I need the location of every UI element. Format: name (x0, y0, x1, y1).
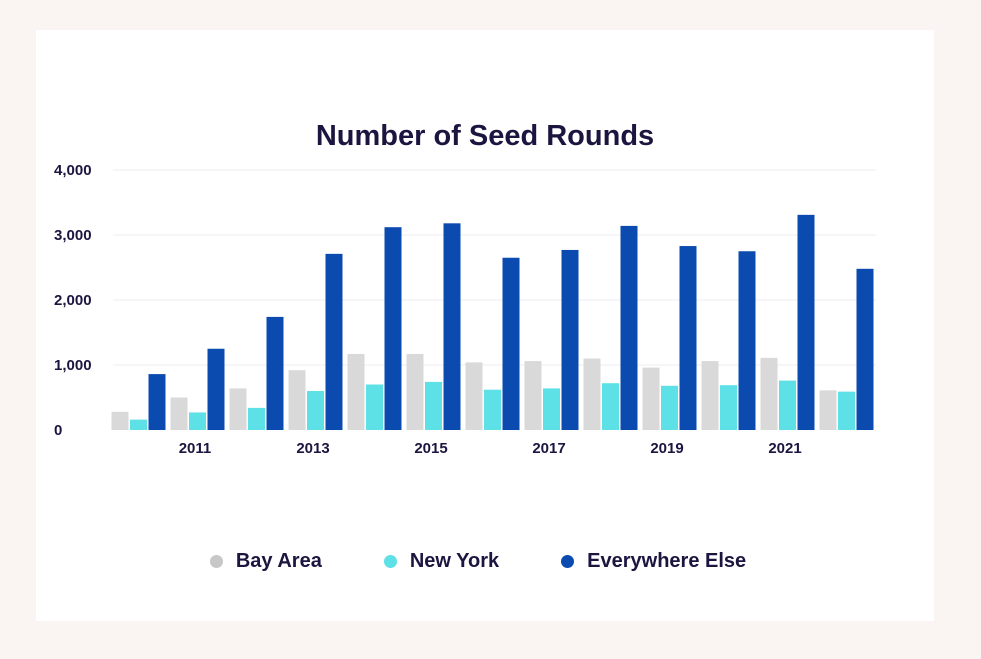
bar (148, 374, 166, 430)
legend-swatch-new-york (383, 555, 397, 568)
bar (325, 253, 343, 430)
y-tick-label: 4,000 (54, 162, 92, 179)
y-tick-label: 1,000 (54, 357, 92, 374)
bar (384, 227, 402, 430)
legend-swatch-bay-area (209, 555, 223, 568)
bar (620, 225, 638, 430)
chart-card: Number of Seed Rounds 0 1,000 2,000 3,000 4,… (36, 30, 934, 621)
x-tick-label: 2019 (650, 440, 683, 457)
legend-label-everywhere-else: Everywhere Else (587, 550, 747, 572)
legend-item-bay-area: Bay Area (209, 550, 322, 573)
bar (661, 385, 678, 430)
bar (856, 268, 874, 430)
bar (561, 249, 579, 430)
bar (543, 388, 560, 430)
bar (425, 381, 442, 430)
bar (266, 316, 284, 430)
bar (229, 388, 247, 430)
legend-swatch-everywhere-else (561, 555, 575, 568)
bar (207, 348, 225, 430)
legend-item-new-york: New York (383, 550, 500, 573)
legend-label-new-york: New York (409, 550, 500, 572)
bar (347, 353, 365, 430)
bar (443, 223, 461, 430)
bar (602, 383, 619, 430)
bar (760, 357, 778, 430)
bar (484, 389, 501, 430)
bar (720, 385, 737, 430)
x-tick-label: 2011 (179, 440, 212, 457)
bar (130, 419, 147, 430)
bar (797, 214, 815, 430)
y-tick-label: 2,000 (54, 292, 92, 309)
legend-label-bay-area: Bay Area (235, 550, 322, 572)
x-tick-label: 2017 (532, 440, 565, 457)
bar (307, 391, 324, 430)
bar (779, 380, 796, 430)
bar (170, 397, 188, 430)
y-tick-label: 3,000 (54, 227, 92, 244)
y-tick-label: 0 (54, 422, 62, 439)
x-tick-label: 2015 (414, 440, 447, 457)
bar (248, 407, 265, 430)
x-tick-label: 2021 (768, 440, 801, 457)
bar (524, 361, 542, 430)
bar (189, 412, 206, 430)
chart-title: Number of Seed Rounds (315, 120, 655, 152)
bar (738, 251, 756, 430)
bar (111, 411, 129, 430)
bar-chart: 0 1,000 2,000 3,000 4,000 2011 2013 2015 2017 201… (54, 162, 876, 457)
legend-item-everywhere-else: Everywhere Else (561, 550, 746, 573)
bar (583, 358, 601, 430)
bar (502, 257, 520, 430)
bar (406, 353, 424, 430)
bar (642, 367, 660, 430)
bar (679, 246, 697, 430)
bar (465, 362, 483, 430)
bar (288, 370, 306, 430)
bar (819, 390, 837, 430)
bar (701, 361, 719, 430)
bar (838, 391, 855, 430)
bar (366, 384, 383, 430)
legend: Bay Area New York Everywhere Else (22, 550, 934, 573)
x-tick-label: 2013 (296, 440, 329, 457)
